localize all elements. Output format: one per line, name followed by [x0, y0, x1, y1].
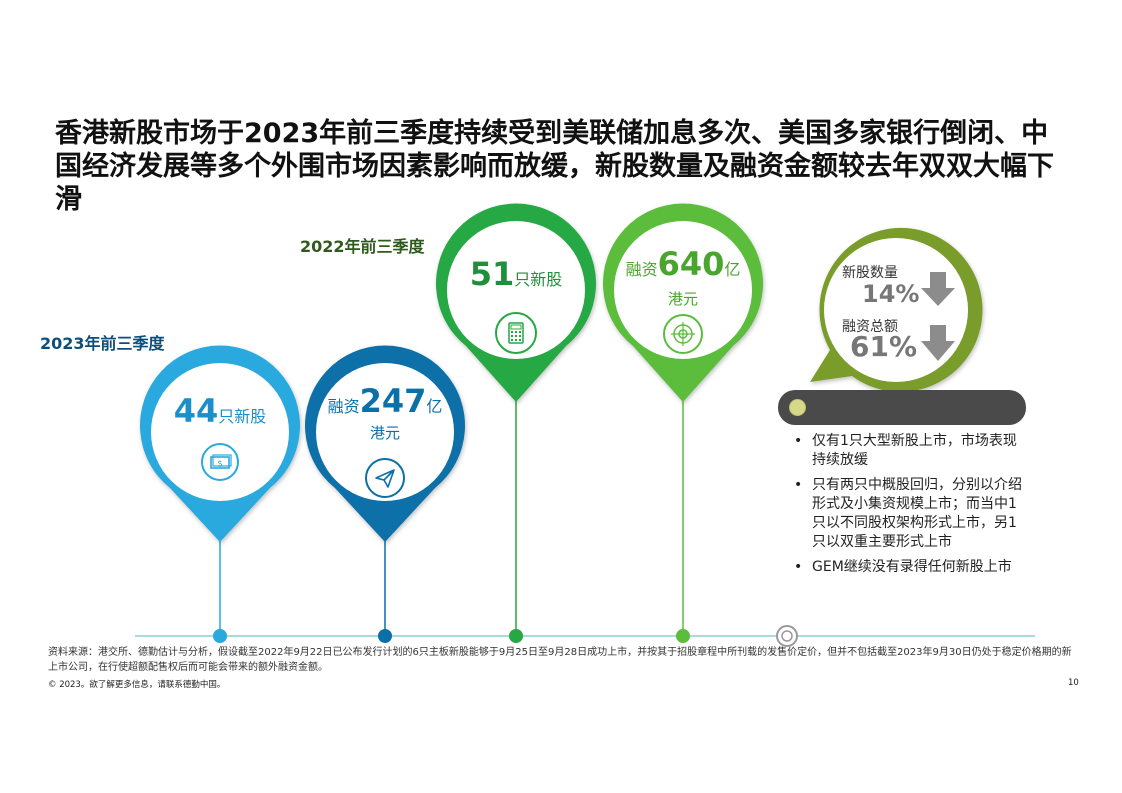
period-label-2023: 2023年前三季度	[40, 334, 165, 353]
target-icon	[663, 314, 703, 354]
pin-c-text: 51只新股	[446, 255, 586, 293]
down-arrow-icon	[921, 325, 955, 361]
period-label-2022: 2022年前三季度	[300, 237, 425, 256]
change-bubble-shape	[810, 227, 983, 392]
pin-d-shape	[603, 203, 763, 402]
timeline-dot-a	[213, 629, 227, 643]
list-item: 仅有1只大型新股上市，市场表现持续放缓	[788, 432, 1028, 470]
calculator-icon	[495, 312, 537, 354]
pin-d-unit: 亿	[724, 260, 741, 279]
bullet-list: 仅有1只大型新股上市，市场表现持续放缓 只有两只中概股回归，分别以介绍形式及小集…	[788, 432, 1028, 583]
page-number: 10	[1068, 678, 1079, 688]
list-item: 只有两只中概股回归，分别以介绍形式及小集资规模上市；而当中1只以不同股权架构形式…	[788, 476, 1028, 552]
pin-b-prefix: 融资	[327, 397, 360, 416]
pin-c-unit: 只新股	[514, 270, 563, 289]
footnote: 资料来源：港交所、德勤估计与分析，假设截至2022年9月22日已公布发行计划的6…	[48, 647, 1072, 673]
change-count-label: 新股数量	[842, 265, 898, 281]
pin-a-unit: 只新股	[218, 407, 267, 426]
down-arrow-icon	[921, 272, 955, 306]
change-amount-pct: 61%	[850, 330, 918, 363]
money-icon: $	[201, 443, 239, 481]
pin-b-unit: 亿	[426, 397, 443, 416]
change-amount-label: 融资总额	[842, 319, 898, 335]
change-count-pct: 14%	[862, 280, 920, 308]
pin-d-text: 融资640亿 港元	[613, 245, 753, 309]
pin-c-shape	[436, 203, 596, 402]
pin-a-text: 44只新股	[150, 392, 290, 430]
header-dot-icon	[789, 399, 806, 416]
pin-d-value: 640	[657, 245, 725, 283]
copyright: © 2023。欲了解更多信息，请联系德勤中国。	[48, 680, 226, 690]
pin-a-value: 44	[173, 392, 219, 430]
page-title: 香港新股市场于2023年前三季度持续受到美联储加息多次、美国多家银行倒闭、中国经…	[55, 118, 1054, 215]
pin-d-prefix: 融资	[625, 260, 658, 279]
timeline-dot-b	[378, 629, 392, 643]
paper-plane-icon	[365, 458, 405, 498]
pin-b-unit2: 港元	[369, 424, 400, 442]
list-item: GEM继续没有录得任何新股上市	[788, 558, 1028, 577]
pin-d-unit2: 港元	[667, 290, 698, 308]
timeline-dot-c	[509, 629, 523, 643]
pin-b-text: 融资247亿 港元	[315, 385, 455, 444]
bullet-header-bar	[778, 390, 1026, 425]
timeline-dot-end	[776, 625, 798, 647]
pin-c-value: 51	[469, 255, 515, 293]
svg-text:$: $	[217, 459, 222, 468]
pin-b-shape	[304, 345, 465, 542]
timeline-dot-d	[676, 629, 690, 643]
pin-b-value: 247	[359, 382, 427, 420]
